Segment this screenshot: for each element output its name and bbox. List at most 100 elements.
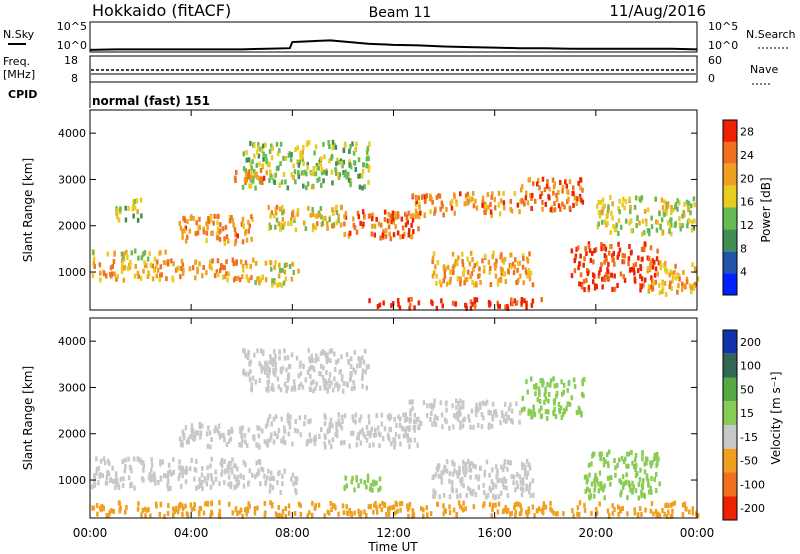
heatmap-cell — [214, 469, 217, 475]
heatmap-cell — [287, 503, 291, 509]
heatmap-cell — [491, 493, 495, 499]
heatmap-cell — [630, 228, 633, 234]
heatmap-cell — [213, 213, 216, 219]
heatmap-cell — [244, 507, 247, 513]
heatmap-cell — [253, 474, 257, 480]
heatmap-cell — [166, 261, 170, 267]
heatmap-cell — [617, 241, 620, 247]
heatmap-cell — [190, 427, 193, 433]
heatmap-cell — [255, 460, 258, 466]
heatmap-cell — [462, 270, 465, 276]
heatmap-cell — [456, 276, 460, 282]
heatmap-cell — [234, 276, 237, 281]
heatmap-cell — [482, 503, 485, 509]
heatmap-cell — [555, 382, 559, 388]
heatmap-cell — [353, 487, 356, 493]
heatmap-cell — [628, 267, 632, 273]
heatmap-cell — [514, 509, 517, 515]
heatmap-cell — [307, 205, 310, 211]
heatmap-cell — [553, 406, 556, 412]
heatmap-cell — [307, 438, 310, 444]
heatmap-cell — [340, 161, 343, 167]
heatmap-cell — [408, 305, 411, 311]
heatmap-cell — [262, 175, 266, 181]
heatmap-cell — [115, 276, 118, 282]
heatmap-cell — [668, 224, 672, 230]
heatmap-cell — [429, 511, 433, 517]
heatmap-cell — [464, 465, 468, 470]
heatmap-cell — [624, 456, 627, 462]
heatmap-cell — [297, 170, 300, 175]
heatmap-cell — [247, 350, 250, 356]
heatmap-cell — [264, 142, 267, 148]
heatmap-cell — [231, 218, 235, 224]
heatmap-cell — [442, 511, 445, 517]
heatmap-cell — [659, 265, 663, 271]
heatmap-cell — [260, 148, 264, 154]
heatmap-cell — [289, 414, 292, 420]
heatmap-cell — [474, 198, 477, 204]
heatmap-cell — [418, 204, 421, 210]
heatmap-cell — [499, 420, 502, 426]
heatmap-cell — [491, 467, 494, 473]
heatmap-cell — [394, 211, 397, 217]
heatmap-cell — [478, 401, 482, 407]
heatmap-cell — [519, 410, 522, 416]
heatmap-cell — [555, 511, 558, 517]
heatmap-cell — [350, 356, 353, 362]
heatmap-cell — [309, 373, 312, 379]
heatmap-cell — [411, 508, 415, 514]
heatmap-cell — [220, 263, 223, 269]
heatmap-cell — [99, 277, 102, 283]
heatmap-cell — [649, 460, 652, 466]
heatmap-cell — [298, 415, 302, 421]
heatmap-cell — [432, 493, 435, 499]
heatmap-cell — [483, 490, 486, 496]
heatmap-cell — [283, 429, 287, 435]
heatmap-cell — [522, 481, 525, 487]
heatmap-cell — [278, 262, 281, 268]
heatmap-cell — [650, 275, 653, 281]
heatmap-cell — [259, 167, 263, 173]
heatmap-cell — [314, 213, 317, 219]
heatmap-cell — [429, 193, 432, 199]
heatmap-cell — [642, 282, 645, 288]
heatmap-cell — [317, 159, 321, 165]
heatmap-cell — [617, 251, 620, 257]
noise-tick-top-left: 10^5 — [57, 20, 87, 33]
heatmap-cell — [438, 494, 441, 500]
heatmap-cell — [102, 506, 105, 512]
heatmap-cell — [263, 439, 267, 445]
heatmap-cell — [491, 191, 494, 197]
heatmap-cell — [471, 491, 474, 497]
heatmap-cell — [229, 460, 232, 466]
heatmap-cell — [460, 505, 463, 511]
heatmap-cell — [486, 192, 490, 198]
heatmap-cell — [271, 357, 275, 363]
heatmap-cell — [191, 265, 195, 271]
heatmap-cell — [613, 506, 616, 512]
heatmap-cell — [107, 512, 111, 518]
heatmap-cell — [601, 210, 604, 216]
x-tick-label: 04:00 — [174, 526, 209, 540]
heatmap-cell — [642, 246, 646, 252]
heatmap-cell — [625, 218, 628, 224]
heatmap-cell — [125, 504, 128, 510]
heatmap-cell — [598, 270, 601, 276]
heatmap-cell — [374, 427, 377, 433]
heatmap-cell — [299, 155, 302, 161]
heatmap-cell — [670, 210, 673, 216]
heatmap-cell — [566, 199, 569, 204]
heatmap-cell — [298, 384, 301, 390]
heatmap-cell — [355, 442, 359, 448]
heatmap-cell — [238, 277, 242, 283]
heatmap-cell — [123, 509, 127, 515]
heatmap-cell — [122, 254, 125, 260]
heatmap-cell — [291, 441, 294, 447]
heatmap-cell — [540, 508, 544, 514]
heatmap-cell — [301, 154, 304, 160]
heatmap-cell — [277, 505, 280, 510]
heatmap-cell — [491, 503, 495, 508]
heatmap-cell — [186, 219, 189, 225]
